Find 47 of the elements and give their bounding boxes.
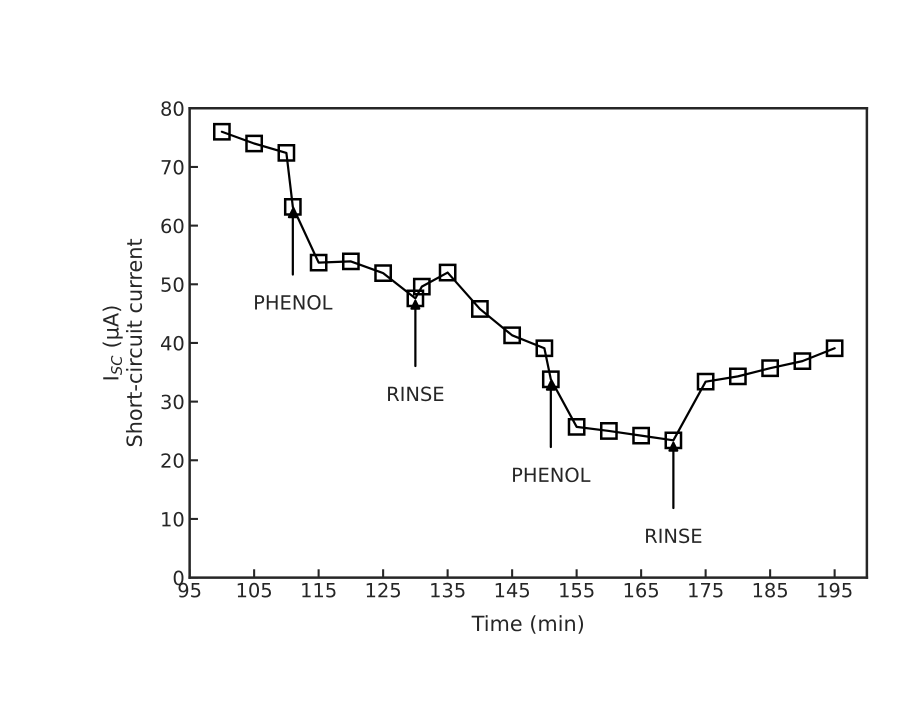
y-tick-label: 20: [161, 453, 184, 468]
y-axis-title: I$_{SC}$ (μA) Short-circuit current: [102, 238, 142, 446]
point: [632, 426, 650, 445]
point: [245, 134, 264, 152]
x-tick-label: 135: [431, 582, 464, 598]
x-tick-label: 115: [302, 583, 336, 598]
x-tick-label: 105: [238, 582, 271, 598]
x-axis-title: Time (min): [472, 615, 584, 634]
point: [470, 300, 489, 318]
x-tick-label: 125: [366, 582, 400, 598]
point: [826, 339, 844, 358]
annotation: RINSE: [646, 528, 702, 544]
point: [542, 370, 560, 388]
annotation: PHENOL: [513, 467, 590, 482]
y-tick-label: 50: [162, 277, 184, 292]
y-tick-label: 70: [162, 160, 184, 175]
point: [535, 339, 554, 358]
point: [664, 431, 682, 450]
x-tick-label: 185: [754, 582, 787, 598]
point: [600, 422, 618, 440]
y-tick-label: 10: [162, 512, 184, 527]
point: [728, 368, 747, 386]
point: [412, 278, 431, 296]
x-tick-label: 175: [689, 583, 722, 598]
point: [568, 418, 586, 436]
y-tick-label: 30: [162, 394, 184, 410]
point: [212, 122, 231, 141]
point: [374, 264, 392, 282]
point: [503, 326, 522, 344]
annotation: PHENOL: [255, 295, 332, 310]
point: [438, 264, 457, 282]
x-tick-label: 165: [624, 582, 658, 598]
point: [284, 198, 302, 216]
point: [310, 254, 328, 272]
y-tick-label: 60: [161, 218, 184, 234]
point: [406, 289, 424, 308]
x-tick-label: 195: [818, 582, 852, 598]
x-tick-label: 145: [496, 583, 529, 598]
point: [342, 252, 360, 270]
point: [696, 372, 715, 391]
annotation: RINSE: [388, 386, 444, 402]
y-tick-label: 40: [160, 336, 184, 351]
point: [277, 144, 296, 162]
point: [793, 352, 812, 370]
y-tick-label: 80: [161, 101, 184, 116]
point: [761, 359, 780, 378]
x-tick-label: 155: [560, 583, 594, 598]
